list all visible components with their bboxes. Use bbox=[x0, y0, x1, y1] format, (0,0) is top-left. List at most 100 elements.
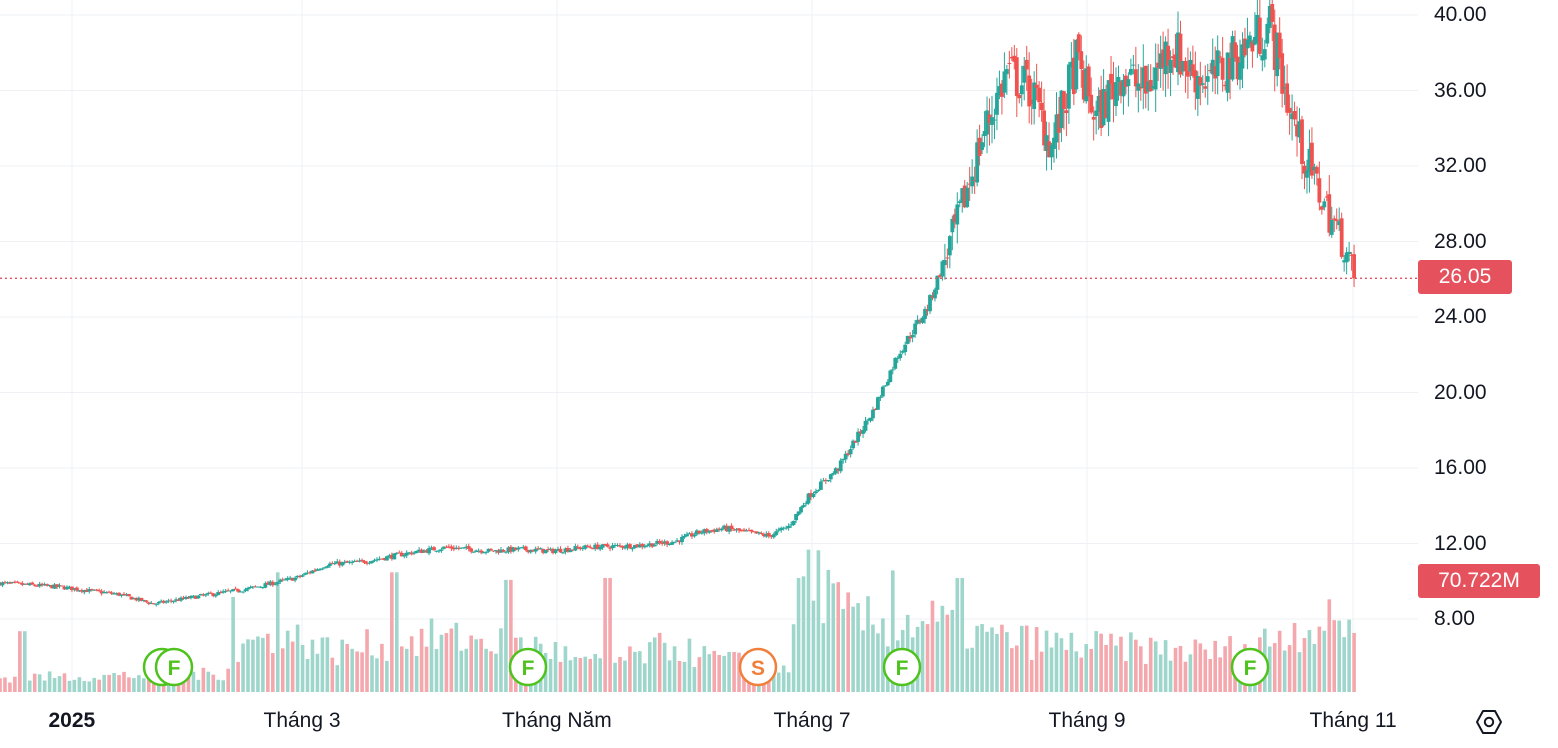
candle-body bbox=[833, 468, 838, 474]
candle-body bbox=[642, 546, 647, 548]
price-axis-label: 12.00 bbox=[1434, 531, 1487, 555]
candle-body bbox=[1166, 45, 1170, 66]
candle-body bbox=[637, 544, 642, 548]
volume-bar bbox=[191, 671, 196, 692]
candle-body bbox=[1002, 71, 1007, 93]
candle-body bbox=[595, 544, 600, 550]
volume-bar bbox=[27, 680, 32, 692]
candle-body bbox=[181, 597, 186, 599]
candle-body bbox=[843, 453, 848, 460]
volume-bar bbox=[251, 639, 255, 692]
volume-bar bbox=[127, 677, 131, 692]
candle-body bbox=[613, 544, 617, 546]
candle-body bbox=[573, 546, 578, 551]
volume-bar bbox=[1208, 659, 1213, 692]
volume-bar bbox=[717, 655, 721, 692]
candle-body bbox=[967, 183, 972, 185]
candle-body bbox=[1128, 68, 1133, 75]
candle-body bbox=[89, 589, 94, 591]
candle-body bbox=[1009, 56, 1014, 59]
candle-body bbox=[518, 547, 523, 549]
candle-body bbox=[139, 597, 144, 601]
candlestick-chart[interactable]: FFFSFF bbox=[0, 0, 1418, 692]
candle-body bbox=[82, 590, 87, 593]
candle-body bbox=[774, 531, 779, 535]
candle-body bbox=[1034, 84, 1039, 88]
candle-body bbox=[531, 549, 536, 552]
candle-body bbox=[60, 585, 64, 587]
candle-body bbox=[516, 547, 521, 550]
volume-bar bbox=[42, 680, 47, 692]
volume-bar bbox=[92, 677, 97, 692]
candle-body bbox=[1054, 114, 1059, 143]
volume-bar bbox=[866, 596, 870, 692]
candle-body bbox=[828, 474, 833, 480]
candle-body bbox=[258, 586, 263, 588]
candle-body bbox=[377, 558, 382, 560]
event-marker-label: F bbox=[168, 657, 181, 680]
candle-body bbox=[717, 528, 722, 530]
candle-body bbox=[176, 599, 181, 601]
candle-body bbox=[238, 591, 243, 593]
candle-body bbox=[630, 548, 635, 550]
volume-bar bbox=[142, 678, 146, 692]
volume-bar bbox=[112, 673, 116, 692]
candle-body bbox=[136, 597, 141, 601]
candle-body bbox=[432, 547, 436, 551]
chart-plot-area[interactable]: FFFSFF bbox=[0, 0, 1418, 692]
candle-body bbox=[1252, 36, 1257, 45]
price-axis-label: 24.00 bbox=[1434, 305, 1487, 328]
candle-body bbox=[1032, 82, 1037, 109]
candle-body bbox=[575, 546, 580, 548]
volume-bar bbox=[1213, 640, 1217, 692]
candle-body bbox=[1317, 178, 1322, 203]
candle-body bbox=[1124, 75, 1128, 87]
volume-bar bbox=[613, 662, 617, 692]
candle-body bbox=[593, 544, 598, 549]
candle-body bbox=[1314, 167, 1319, 174]
candle-body bbox=[94, 589, 99, 591]
volume-bar bbox=[404, 648, 409, 692]
candle-body bbox=[947, 236, 952, 256]
candle-body bbox=[871, 409, 875, 419]
volume-bar bbox=[801, 576, 806, 692]
candle-body bbox=[318, 569, 322, 571]
candle-body bbox=[580, 547, 585, 549]
volume-bar bbox=[365, 629, 369, 692]
volume-bar bbox=[732, 652, 736, 692]
candle-body bbox=[558, 548, 563, 553]
candle-body bbox=[1267, 6, 1272, 28]
volume-bar bbox=[990, 627, 994, 692]
candle-body bbox=[536, 548, 541, 550]
volume-bar bbox=[1193, 639, 1198, 692]
volume-bar bbox=[707, 654, 712, 692]
candle-body bbox=[30, 582, 35, 585]
candle-body bbox=[389, 554, 394, 559]
candle-body bbox=[1171, 56, 1175, 59]
candle-body bbox=[248, 587, 253, 589]
volume-bar bbox=[122, 671, 126, 692]
candle-body bbox=[156, 601, 161, 604]
candle-body bbox=[508, 546, 513, 552]
volume-bar bbox=[1267, 646, 1272, 692]
candle-body bbox=[670, 542, 674, 545]
volume-bar bbox=[776, 672, 781, 692]
candle-body bbox=[263, 583, 268, 588]
candle-body bbox=[375, 559, 379, 561]
candle-body bbox=[164, 601, 169, 603]
volume-bar bbox=[935, 621, 940, 692]
candle-body bbox=[895, 357, 900, 359]
candle-body bbox=[1310, 142, 1314, 176]
candle-body bbox=[878, 396, 883, 398]
candle-body bbox=[1277, 32, 1282, 58]
candle-body bbox=[102, 592, 107, 594]
candle-body bbox=[957, 201, 962, 204]
candle-body bbox=[1319, 206, 1324, 210]
candle-body bbox=[905, 335, 910, 344]
hexagon-gear-icon[interactable] bbox=[1475, 708, 1503, 736]
candle-body bbox=[610, 545, 615, 549]
candle-body bbox=[784, 527, 789, 529]
candle-body bbox=[982, 131, 987, 137]
volume-bar bbox=[662, 642, 667, 692]
volume-bar bbox=[266, 633, 270, 692]
